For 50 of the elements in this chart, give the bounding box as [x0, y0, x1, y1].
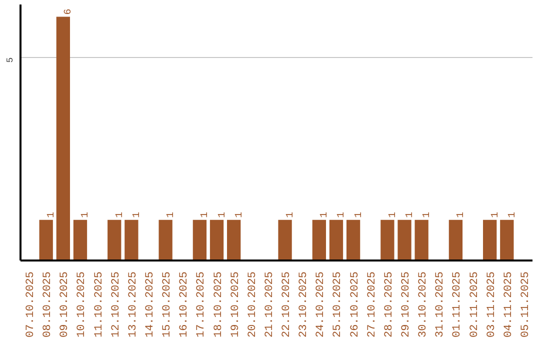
y-tick-label: 5	[6, 57, 16, 63]
data-label: 1	[234, 212, 246, 218]
x-tick-label: 26.10.2025	[349, 271, 362, 338]
data-label: 1	[490, 212, 502, 218]
data-label: 1	[422, 212, 434, 218]
data-label: 1	[114, 212, 126, 218]
data-label: 6	[64, 8, 75, 15]
data-label: 1	[456, 212, 468, 218]
x-tick-label: 12.10.2025	[110, 271, 122, 338]
x-tick-label: 25.10.2025	[332, 271, 344, 338]
x-tick-label: 18.10.2025	[212, 271, 225, 338]
x-tick-label: 11.10.2025	[93, 271, 106, 338]
data-label: 1	[405, 212, 416, 218]
x-tick-label: 02.11.2025	[468, 271, 481, 338]
x-tick-label: 29.10.2025	[400, 271, 412, 338]
x-tick-label: 30.10.2025	[418, 271, 430, 338]
x-tick-label: 04.11.2025	[502, 271, 515, 338]
x-tick-label: 16.10.2025	[178, 271, 191, 338]
x-tick-label: 07.10.2025	[25, 271, 38, 338]
x-tick-label: 03.11.2025	[486, 271, 498, 338]
x-tick-label: 08.10.2025	[42, 271, 54, 338]
data-label: 1	[286, 212, 297, 218]
x-tick-label: 15.10.2025	[162, 271, 174, 338]
data-label: 1	[80, 212, 92, 218]
x-tick-label: 17.10.2025	[196, 271, 208, 338]
data-label: 1	[217, 212, 228, 218]
x-tick-label: 01.11.2025	[452, 271, 464, 338]
x-tick-label: 31.10.2025	[434, 271, 447, 338]
x-tick-label: 10.10.2025	[76, 271, 88, 338]
data-label: 1	[507, 212, 518, 218]
x-tick-label: 27.10.2025	[366, 271, 378, 338]
data-label: 1	[46, 212, 58, 218]
data-label: 1	[336, 212, 348, 218]
x-tick-label: 21.10.2025	[264, 271, 276, 338]
data-label: 1	[132, 212, 143, 218]
x-tick-label: 19.10.2025	[230, 271, 242, 338]
data-label: 1	[320, 212, 331, 218]
x-tick-label: 22.10.2025	[281, 271, 294, 338]
data-label: 1	[166, 212, 178, 218]
x-tick-label: 20.10.2025	[246, 271, 259, 338]
x-tick-label: 05.11.2025	[520, 271, 532, 338]
x-tick-label: 13.10.2025	[127, 271, 140, 338]
data-label: 1	[354, 212, 365, 218]
x-tick-label: 23.10.2025	[298, 271, 310, 338]
data-label: 1	[200, 212, 212, 218]
x-tick-label: 28.10.2025	[383, 271, 396, 338]
x-tick-label: 14.10.2025	[144, 271, 156, 338]
data-label: 1	[388, 212, 399, 218]
x-tick-label: 09.10.2025	[59, 271, 72, 338]
x-tick-label: 24.10.2025	[315, 271, 328, 338]
